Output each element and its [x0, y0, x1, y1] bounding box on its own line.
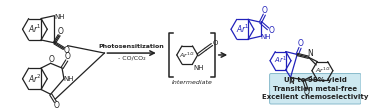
- Text: Transition metal-free: Transition metal-free: [273, 86, 357, 92]
- FancyBboxPatch shape: [270, 73, 361, 104]
- Text: O: O: [213, 40, 218, 46]
- Text: NH: NH: [54, 14, 64, 20]
- Text: Photosensitization: Photosensitization: [99, 44, 164, 49]
- Text: NH: NH: [193, 65, 203, 71]
- Text: Ar$^{1/2}$: Ar$^{1/2}$: [180, 50, 195, 60]
- Text: Ar$^2$: Ar$^2$: [28, 73, 42, 85]
- Text: N: N: [289, 77, 294, 86]
- Text: N: N: [308, 49, 313, 58]
- Text: Ar$^1$: Ar$^1$: [235, 23, 249, 35]
- Text: Ar$^1$: Ar$^1$: [274, 55, 287, 66]
- Text: O: O: [64, 46, 70, 55]
- Text: O: O: [269, 26, 275, 35]
- Text: O: O: [53, 101, 59, 110]
- Text: O: O: [262, 6, 267, 15]
- Text: Ar$^{1/2}$: Ar$^{1/2}$: [314, 66, 330, 75]
- Text: Ar$^1$: Ar$^1$: [28, 23, 42, 35]
- Text: Up to 98% yield: Up to 98% yield: [284, 77, 347, 83]
- Text: Excellent chemoselectivity: Excellent chemoselectivity: [262, 94, 369, 100]
- Text: O: O: [57, 27, 63, 36]
- Text: O: O: [49, 55, 54, 64]
- Text: - CO/CO₂: - CO/CO₂: [118, 55, 146, 60]
- Text: NH: NH: [64, 76, 74, 82]
- Text: Intermediate: Intermediate: [172, 80, 212, 85]
- Text: O: O: [304, 88, 310, 97]
- Text: NH: NH: [260, 34, 271, 40]
- Text: O: O: [298, 40, 304, 49]
- Text: O: O: [65, 52, 71, 61]
